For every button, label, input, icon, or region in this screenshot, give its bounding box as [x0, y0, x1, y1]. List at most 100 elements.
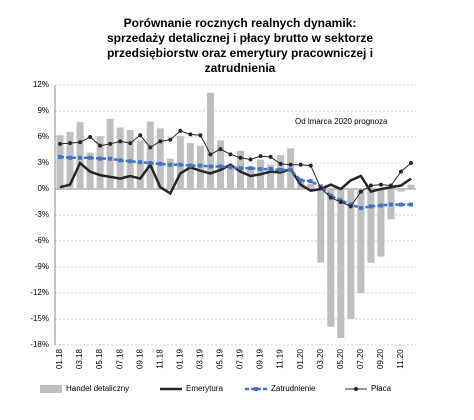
x-tick-label: 03.19	[196, 348, 205, 369]
marker	[368, 183, 373, 188]
bar	[397, 189, 405, 192]
x-tick-label: 05.19	[216, 348, 225, 369]
marker	[68, 155, 73, 160]
chart-title: zatrudnienia	[205, 61, 276, 75]
legend-label: Emerytura	[186, 384, 223, 393]
marker	[308, 179, 313, 184]
x-tick-label: 09.19	[256, 348, 265, 369]
chart-title: przedsiębiorstw oraz emerytury pracownic…	[107, 46, 373, 60]
marker	[268, 154, 273, 159]
y-tick-label: 0%	[37, 184, 49, 193]
x-tick-label: 01.20	[296, 348, 305, 369]
bar	[357, 189, 365, 293]
marker	[138, 160, 143, 165]
marker	[248, 166, 253, 171]
marker	[108, 156, 113, 161]
bar	[247, 166, 255, 189]
marker	[178, 162, 183, 167]
marker	[408, 202, 413, 207]
marker	[78, 140, 83, 145]
marker	[238, 155, 243, 160]
x-tick-label: 11.19	[276, 349, 285, 369]
marker	[228, 165, 233, 170]
marker	[328, 195, 333, 200]
marker	[358, 189, 363, 194]
y-tick-label: 9%	[37, 106, 49, 115]
x-tick-label: 01.19	[175, 348, 184, 369]
y-tick-label: -9%	[35, 262, 49, 271]
marker	[258, 154, 263, 159]
marker	[378, 203, 383, 208]
x-tick-label: 11.18	[155, 349, 164, 369]
legend-swatch	[354, 387, 358, 391]
marker	[258, 167, 263, 172]
legend-label: Zatrudnienie	[271, 384, 316, 393]
bar	[76, 122, 84, 189]
bar	[166, 158, 174, 189]
bar	[347, 189, 355, 319]
marker	[218, 147, 223, 152]
x-tick-label: 07.19	[236, 348, 245, 369]
bar	[377, 189, 385, 257]
marker	[178, 128, 183, 133]
chart-title: Porównanie rocznych realnych dynamik:	[124, 16, 357, 30]
marker	[208, 164, 213, 169]
bar	[407, 184, 415, 189]
marker	[158, 139, 163, 144]
marker	[188, 132, 193, 137]
annotation: Od lmarca 2020 prognoza	[295, 117, 388, 126]
marker	[88, 135, 93, 139]
marker	[358, 206, 363, 211]
marker	[58, 154, 63, 159]
marker	[228, 152, 233, 157]
marker	[68, 141, 73, 146]
marker	[98, 156, 103, 161]
marker	[118, 158, 123, 163]
marker	[198, 163, 203, 168]
x-tick-label: 09.18	[135, 348, 144, 369]
bar	[176, 136, 184, 189]
y-tick-label: 12%	[33, 80, 49, 89]
marker	[368, 204, 373, 209]
bar	[66, 131, 74, 189]
bar	[146, 121, 154, 189]
marker	[288, 167, 293, 172]
y-tick-label: -6%	[35, 236, 49, 245]
legend-label: Płaca	[371, 384, 392, 393]
marker	[378, 182, 383, 187]
marker	[398, 202, 403, 207]
marker	[128, 159, 133, 164]
marker	[298, 162, 303, 167]
marker	[248, 157, 253, 162]
marker	[208, 152, 213, 157]
y-tick-label: -3%	[35, 210, 49, 219]
x-tick-label: 03.20	[316, 348, 325, 369]
marker	[138, 133, 143, 138]
marker	[298, 178, 303, 183]
legend-swatch	[254, 387, 258, 391]
bar	[226, 169, 234, 189]
marker	[78, 155, 83, 160]
bar	[337, 189, 345, 339]
marker	[148, 145, 153, 150]
marker	[198, 133, 203, 138]
bar	[106, 118, 114, 189]
marker	[148, 161, 153, 165]
marker	[158, 161, 163, 166]
x-tick-label: 09.20	[376, 348, 385, 369]
bar	[317, 189, 325, 263]
legend-label: Handel detaliczny	[66, 384, 129, 393]
bar	[206, 92, 214, 189]
marker	[338, 200, 343, 204]
marker	[388, 202, 393, 207]
marker	[408, 161, 413, 165]
marker	[318, 186, 323, 191]
marker	[278, 167, 283, 172]
marker	[238, 166, 243, 171]
legend-swatch	[40, 385, 62, 393]
x-tick-label: 11.20	[396, 349, 405, 369]
marker	[188, 163, 193, 168]
x-tick-label: 03.18	[75, 348, 84, 369]
marker	[108, 141, 113, 146]
